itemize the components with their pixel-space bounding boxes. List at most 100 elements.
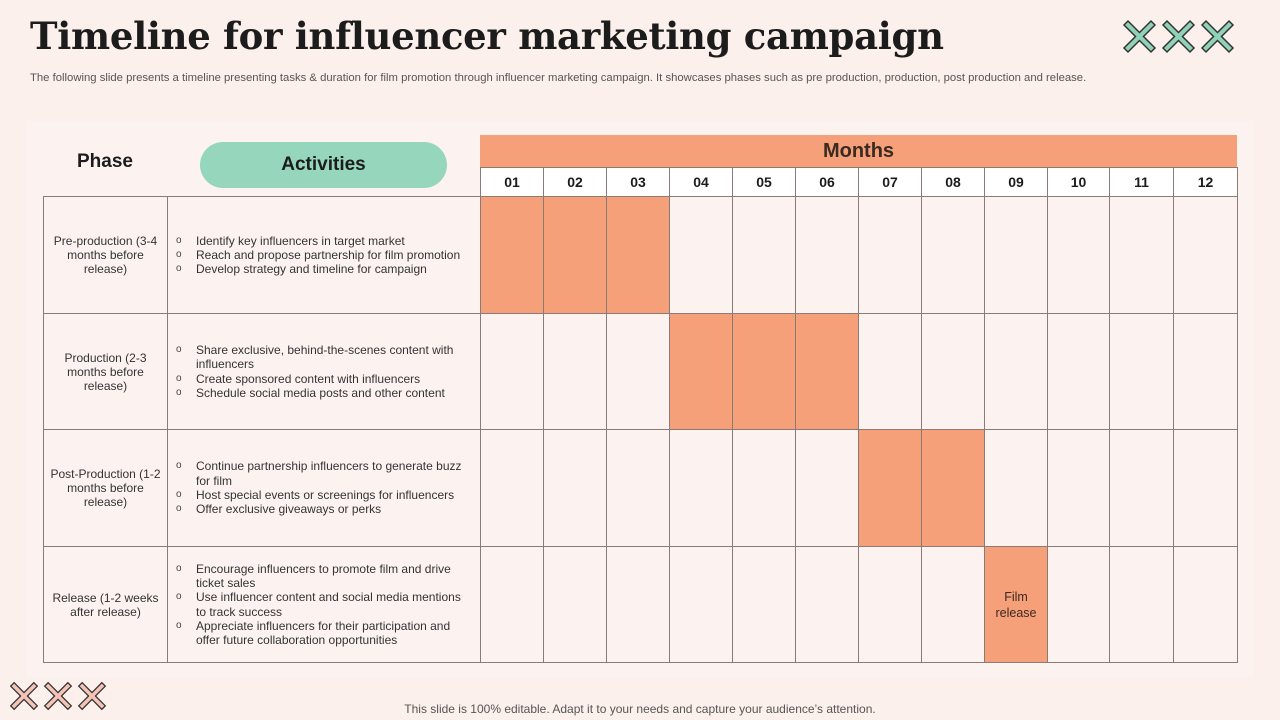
x-mark-icon xyxy=(1122,19,1157,54)
month-label-05: 05 xyxy=(732,167,796,197)
activity-item: Appreciate influencers for their partici… xyxy=(176,619,470,648)
timeline-bar-cell xyxy=(795,313,859,430)
timeline-cell xyxy=(921,196,985,314)
timeline-cell xyxy=(1109,313,1174,430)
timeline-cell xyxy=(795,546,859,663)
timeline-cell xyxy=(732,546,796,663)
decorative-x-marks-bottom xyxy=(9,681,107,711)
timeline-cell xyxy=(543,546,607,663)
month-label-03: 03 xyxy=(606,167,670,197)
timeline-cell xyxy=(732,196,796,314)
timeline-cell xyxy=(921,313,985,430)
activity-item: Share exclusive, behind-the-scenes conte… xyxy=(176,343,470,372)
activities-header-pill: Activities xyxy=(200,142,447,188)
month-label-06: 06 xyxy=(795,167,859,197)
months-header-label: Months xyxy=(822,139,895,162)
timeline-bar-cell xyxy=(606,196,670,314)
slide-footer: This slide is 100% editable. Adapt it to… xyxy=(404,702,876,716)
phase-cell: Production (2-3 months before release) xyxy=(43,313,168,430)
slide-title: Timeline for influencer marketing campai… xyxy=(30,14,944,58)
activities-list: Identify key influencers in target marke… xyxy=(176,234,460,277)
month-label-09: 09 xyxy=(984,167,1048,197)
activity-item: Identify key influencers in target marke… xyxy=(176,234,460,249)
activities-cell: Identify key influencers in target marke… xyxy=(167,196,481,314)
timeline-cell xyxy=(1173,546,1238,663)
decorative-x-marks-top xyxy=(1122,19,1235,54)
phase-cell: Pre-production (3-4 months before releas… xyxy=(43,196,168,314)
timeline-cell xyxy=(1109,196,1174,314)
activity-item: Reach and propose partnership for film p… xyxy=(176,248,460,263)
timeline-cell xyxy=(858,196,922,314)
month-label-01: 01 xyxy=(480,167,544,197)
film-release-label: Film release xyxy=(995,589,1037,620)
month-label-08: 08 xyxy=(921,167,985,197)
timeline-bar-cell xyxy=(669,313,733,430)
timeline-cell xyxy=(1109,429,1174,547)
timeline-cell xyxy=(984,196,1048,314)
activities-list: Encourage influencers to promote film an… xyxy=(176,562,470,648)
timeline-cell xyxy=(606,546,670,663)
activity-item: Use influencer content and social media … xyxy=(176,590,470,619)
timeline-cell xyxy=(1173,313,1238,430)
activities-cell: Continue partnership influencers to gene… xyxy=(167,429,481,547)
timeline-cell xyxy=(984,429,1048,547)
months-header: Months xyxy=(480,135,1237,167)
timeline-cell xyxy=(1047,429,1110,547)
x-mark-icon xyxy=(1200,19,1235,54)
timeline-cell xyxy=(669,196,733,314)
x-mark-icon xyxy=(9,681,39,711)
timeline-bar-cell xyxy=(543,196,607,314)
timeline-cell xyxy=(795,429,859,547)
timeline-cell xyxy=(543,313,607,430)
timeline-bar-cell xyxy=(732,313,796,430)
phase-label: Release (1-2 weeks after release) xyxy=(52,590,159,619)
month-label-12: 12 xyxy=(1173,167,1238,197)
timeline-cell xyxy=(1047,313,1110,430)
x-mark-icon xyxy=(43,681,73,711)
x-mark-icon xyxy=(1161,19,1196,54)
phase-label: Post-Production (1-2 months before relea… xyxy=(50,467,161,509)
month-label-07: 07 xyxy=(858,167,922,197)
activity-item: Continue partnership influencers to gene… xyxy=(176,459,470,488)
phase-cell: Post-Production (1-2 months before relea… xyxy=(43,429,168,547)
timeline-cell xyxy=(1173,429,1238,547)
timeline-bar-cell: Film release xyxy=(984,546,1048,663)
timeline-cell xyxy=(858,313,922,430)
month-label-02: 02 xyxy=(543,167,607,197)
activity-item: Host special events or screenings for in… xyxy=(176,488,470,503)
timeline-cell xyxy=(1047,546,1110,663)
activity-item: Encourage influencers to promote film an… xyxy=(176,562,470,591)
timeline-bar-cell xyxy=(858,429,922,547)
timeline-cell xyxy=(984,313,1048,430)
timeline-cell xyxy=(606,313,670,430)
activity-item: Schedule social media posts and other co… xyxy=(176,386,470,401)
activities-header-label: Activities xyxy=(281,154,366,175)
activity-item: Create sponsored content with influencer… xyxy=(176,372,470,387)
timeline-cell xyxy=(921,546,985,663)
timeline-cell xyxy=(732,429,796,547)
timeline-cell xyxy=(1173,196,1238,314)
phase-cell: Release (1-2 weeks after release) xyxy=(43,546,168,663)
activity-item: Offer exclusive giveaways or perks xyxy=(176,502,470,517)
slide-subtitle: The following slide presents a timeline … xyxy=(30,72,1087,84)
phase-label: Pre-production (3-4 months before releas… xyxy=(53,234,158,276)
timeline-bar-cell xyxy=(921,429,985,547)
month-label-11: 11 xyxy=(1109,167,1174,197)
timeline-cell xyxy=(669,429,733,547)
timeline-cell xyxy=(480,546,544,663)
timeline-cell xyxy=(543,429,607,547)
month-label-10: 10 xyxy=(1047,167,1110,197)
activities-cell: Share exclusive, behind-the-scenes conte… xyxy=(167,313,481,430)
phase-header: Phase xyxy=(77,151,133,172)
timeline-cell xyxy=(669,546,733,663)
timeline-cell xyxy=(1109,546,1174,663)
timeline-cell xyxy=(795,196,859,314)
month-label-04: 04 xyxy=(669,167,733,197)
timeline-cell xyxy=(606,429,670,547)
activities-cell: Encourage influencers to promote film an… xyxy=(167,546,481,663)
timeline-bar-cell xyxy=(480,196,544,314)
timeline-cell xyxy=(858,546,922,663)
timeline-cell xyxy=(1047,196,1110,314)
activities-list: Continue partnership influencers to gene… xyxy=(176,459,470,516)
timeline-cell xyxy=(480,429,544,547)
